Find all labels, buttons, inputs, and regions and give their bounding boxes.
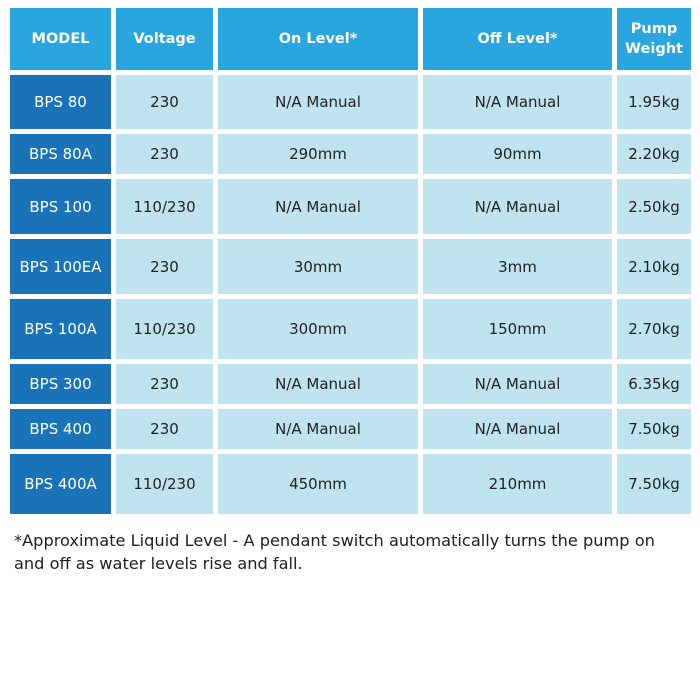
table-header-row: MODEL Voltage On Level* Off Level* Pump … [10,8,691,70]
off-level-cell: N/A Manual [423,179,612,234]
voltage-cell: 230 [116,75,213,129]
weight-cell: 2.10kg [617,239,691,294]
pump-spec-table: MODEL Voltage On Level* Off Level* Pump … [5,3,696,519]
weight-cell: 7.50kg [617,409,691,449]
model-cell: BPS 80 [10,75,111,129]
model-cell: BPS 300 [10,364,111,404]
weight-cell: 2.50kg [617,179,691,234]
weight-cell: 1.95kg [617,75,691,129]
table-row: BPS 100 110/230 N/A Manual N/A Manual 2.… [10,179,691,234]
model-cell: BPS 100A [10,299,111,359]
model-cell: BPS 100EA [10,239,111,294]
table-row: BPS 80 230 N/A Manual N/A Manual 1.95kg [10,75,691,129]
on-level-cell: N/A Manual [218,179,418,234]
off-level-cell: N/A Manual [423,75,612,129]
on-level-cell: N/A Manual [218,75,418,129]
voltage-cell: 230 [116,239,213,294]
weight-cell: 7.50kg [617,454,691,514]
on-level-cell: 30mm [218,239,418,294]
model-cell: BPS 400 [10,409,111,449]
on-level-cell: 450mm [218,454,418,514]
off-level-cell: N/A Manual [423,409,612,449]
model-cell: BPS 100 [10,179,111,234]
on-level-cell: 300mm [218,299,418,359]
weight-cell: 6.35kg [617,364,691,404]
on-level-cell: N/A Manual [218,364,418,404]
voltage-cell: 230 [116,409,213,449]
header-voltage: Voltage [116,8,213,70]
model-cell: BPS 80A [10,134,111,174]
voltage-cell: 230 [116,134,213,174]
voltage-cell: 110/230 [116,299,213,359]
on-level-cell: 290mm [218,134,418,174]
voltage-cell: 230 [116,364,213,404]
off-level-cell: 3mm [423,239,612,294]
off-level-cell: 210mm [423,454,612,514]
table-row: BPS 300 230 N/A Manual N/A Manual 6.35kg [10,364,691,404]
model-cell: BPS 400A [10,454,111,514]
table-row: BPS 100A 110/230 300mm 150mm 2.70kg [10,299,691,359]
off-level-cell: 90mm [423,134,612,174]
off-level-cell: N/A Manual [423,364,612,404]
voltage-cell: 110/230 [116,454,213,514]
on-level-cell: N/A Manual [218,409,418,449]
header-pump-weight-label: Pump Weight [625,21,683,57]
off-level-cell: 150mm [423,299,612,359]
header-pump-weight: Pump Weight [617,8,691,70]
header-on-level: On Level* [218,8,418,70]
voltage-cell: 110/230 [116,179,213,234]
header-model: MODEL [10,8,111,70]
header-off-level: Off Level* [423,8,612,70]
footnote: *Approximate Liquid Level - A pendant sw… [14,531,655,573]
table-row: BPS 400A 110/230 450mm 210mm 7.50kg [10,454,691,514]
table-row: BPS 100EA 230 30mm 3mm 2.10kg [10,239,691,294]
weight-cell: 2.70kg [617,299,691,359]
weight-cell: 2.20kg [617,134,691,174]
table-row: BPS 400 230 N/A Manual N/A Manual 7.50kg [10,409,691,449]
table-row: BPS 80A 230 290mm 90mm 2.20kg [10,134,691,174]
